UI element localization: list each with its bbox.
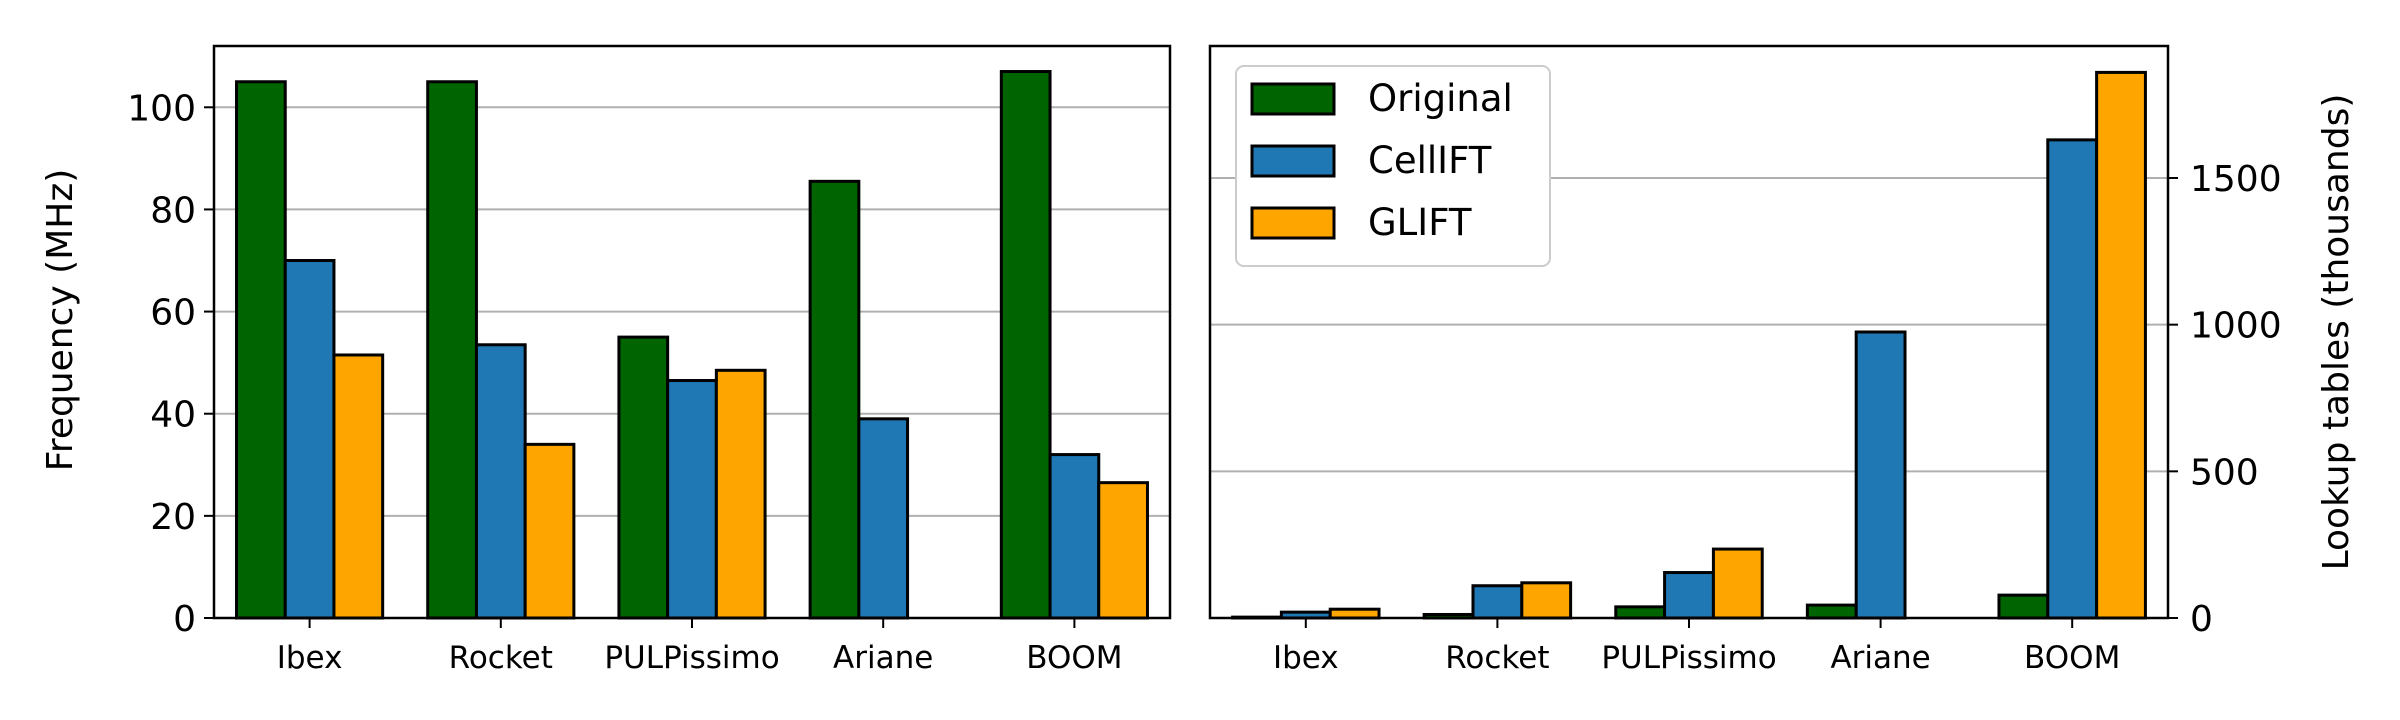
bar-cellift-rocket [1471, 584, 1524, 620]
bar-cellift-ariane [857, 417, 910, 620]
bar-cellift-boom [2046, 138, 2099, 620]
legend-label-original: Original [1368, 77, 1513, 120]
bar-original-pulpissimo [617, 335, 670, 620]
lookup-tables-chart: Lookup tables (thousands) 0 500 1000 1500 Ib… [1208, 44, 2357, 676]
ytick-label: 80 [150, 190, 196, 231]
bar-glift-ibex [1328, 607, 1381, 620]
xtick-label-ariane: Ariane [1830, 640, 1930, 676]
ytick-label: 1500 [2190, 159, 2282, 200]
bar-cellift-pulpissimo [666, 379, 718, 620]
xtick-label-rocket: Rocket [449, 640, 553, 676]
bar-original-pulpissimo [1614, 605, 1667, 620]
xtick-label-ibex: Ibex [1273, 640, 1339, 676]
legend-label-cellift: CellIFT [1368, 139, 1492, 182]
bar-original-boom [1997, 593, 2050, 620]
bar-cellift-boom [1048, 453, 1101, 620]
bar-glift-pulpissimo [1711, 547, 1764, 620]
bar-glift-boom [2095, 70, 2147, 620]
ytick-label: 0 [2190, 599, 2213, 640]
ytick-label: 0 [173, 599, 196, 640]
bar-glift-ibex [332, 353, 385, 620]
ytick-label: 60 [150, 293, 196, 334]
bar-cellift-pulpissimo [1663, 571, 1715, 620]
legend: Original CellIFT GLIFT [1235, 65, 1551, 267]
bar-cellift-rocket [474, 343, 527, 620]
ylabel-lookup-tables: Lookup tables (thousands) [2316, 94, 2357, 571]
ytick-label: 100 [127, 88, 196, 129]
legend-label-glift: GLIFT [1368, 201, 1472, 244]
bar-original-ibex [235, 80, 287, 620]
xtick-label-boom: BOOM [1026, 640, 1122, 676]
xtick-label-boom: BOOM [2024, 640, 2120, 676]
bar-glift-rocket [523, 442, 576, 620]
bar-cellift-ariane [1854, 330, 1907, 620]
bar-original-rocket [426, 80, 478, 620]
xtick-label-ibex: Ibex [277, 640, 343, 676]
ylabel-frequency: Frequency (MHz) [40, 169, 81, 472]
xtick-label-pulpissimo: PULPissimo [604, 640, 779, 676]
xtick-label-rocket: Rocket [1445, 640, 1549, 676]
frequency-chart: Frequency (MHz) 0 20 40 60 80 100 Ibex Rocket PU… [40, 44, 1172, 676]
legend-swatch-original [1250, 82, 1336, 116]
bar-glift-boom [1097, 481, 1149, 620]
ytick-label: 20 [150, 497, 196, 538]
bar-original-boom [999, 70, 1052, 620]
ytick-label: 40 [150, 395, 196, 436]
ytick-label: 1000 [2190, 306, 2282, 347]
bar-original-ariane [808, 179, 861, 620]
legend-swatch-cellift [1250, 144, 1336, 178]
bar-cellift-ibex [283, 259, 336, 620]
ytick-label: 500 [2190, 452, 2259, 493]
bar-glift-rocket [1520, 581, 1573, 620]
bar-glift-pulpissimo [714, 368, 767, 620]
bar-original-ariane [1805, 603, 1858, 620]
legend-swatch-glift [1250, 206, 1336, 240]
xtick-label-pulpissimo: PULPissimo [1601, 640, 1776, 676]
xtick-label-ariane: Ariane [833, 640, 933, 676]
